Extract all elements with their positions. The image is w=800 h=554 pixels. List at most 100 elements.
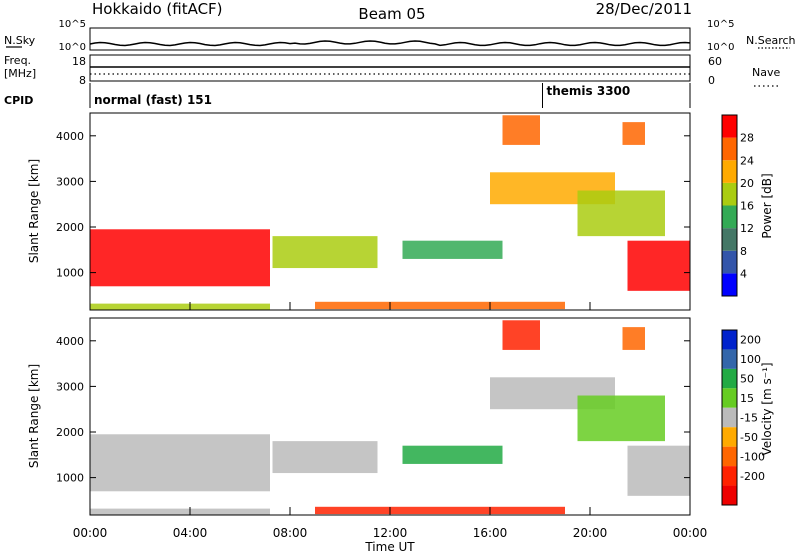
noise-right-tick-bottom: 10^0 [707, 42, 734, 53]
colorbar-swatch [722, 349, 737, 369]
range-tick-label: 4000 [56, 335, 84, 348]
power-yaxis: 1000 2000 3000 4000 [56, 130, 690, 280]
velocity-yaxis: 1000 2000 3000 4000 [56, 335, 690, 485]
noise-right-label: N.Search [746, 34, 796, 47]
time-tick-label: 20:00 [573, 526, 608, 540]
colorbar-swatch [722, 368, 737, 389]
velocity-echo-region [502, 320, 540, 350]
noise-right-tick-top: 10^5 [707, 19, 734, 30]
colorbar-swatch [722, 182, 737, 206]
header-station: Hokkaido (fitACF) [92, 0, 223, 18]
noise-sky-line [89, 40, 691, 47]
velocity-echo-region [622, 327, 645, 350]
time-tick-label: 04:00 [173, 526, 208, 540]
power-echo-layer [90, 115, 690, 310]
colorbar-swatch [722, 273, 737, 296]
colorbar-swatch [722, 228, 737, 251]
freq-panel-frame [89, 54, 691, 82]
colorbar-swatch [722, 466, 737, 486]
power-echo-region [502, 115, 540, 145]
colorbar-swatch [722, 115, 737, 138]
power-echo-region [272, 236, 378, 269]
range-tick-label: 3000 [56, 380, 84, 393]
nave-tick-bottom: 0 [708, 74, 715, 87]
colorbar-tick-label: 50 [740, 373, 754, 386]
velocity-colorbar-label: Velocity [m s⁻¹] [760, 362, 774, 455]
velocity-echo-region [627, 445, 690, 496]
colorbar-swatch [722, 427, 737, 447]
freq-tick-bottom: 8 [79, 74, 86, 87]
velocity-echo-region [402, 445, 503, 464]
header-beam: Beam 05 [358, 5, 425, 23]
cpid-segment-1: normal (fast) 151 [94, 93, 212, 107]
time-tick-label: 00:00 [73, 526, 108, 540]
colorbar-tick-label: -50 [740, 431, 758, 444]
power-echo-region [577, 190, 665, 237]
colorbar-tick-label: 28 [740, 132, 754, 145]
noise-left-tick-top: 10^5 [59, 19, 86, 30]
range-tick-label: 3000 [56, 175, 84, 188]
power-echo-region [90, 303, 270, 310]
freq-label: Freq. [4, 54, 31, 67]
colorbar-frame [721, 329, 738, 506]
noise-left-tick-bottom: 10^0 [59, 42, 86, 53]
time-tick-label: 00:00 [673, 526, 708, 540]
velocity-echo-region [315, 506, 565, 515]
colorbar-tick-label: 100 [740, 353, 761, 366]
freq-unit: [MHz] [4, 67, 36, 80]
power-echo-region [402, 240, 503, 259]
colorbar-tick-label: 15 [740, 392, 754, 405]
velocity-ylabel: Slant Range [km] [27, 364, 41, 468]
power-colorbar: 4 8 12 16 20 24 28 [721, 114, 754, 297]
colorbar-tick-label: 8 [740, 245, 747, 258]
header-date: 28/Dec/2011 [596, 0, 692, 18]
colorbar-tick-label: -15 [740, 412, 758, 425]
power-ylabel: Slant Range [km] [27, 159, 41, 263]
colorbar-swatch [722, 205, 737, 229]
colorbar-tick-label: -100 [740, 450, 765, 463]
freq-tick-top: 18 [72, 55, 86, 68]
colorbar-tick-label: 16 [740, 200, 754, 213]
cpid-segment-2: themis 3300 [547, 84, 631, 98]
velocity-colorbar: 200 100 50 15 -15 -50 -100 -200 [721, 329, 765, 506]
range-tick-label: 2000 [56, 221, 84, 234]
range-tick-label: 1000 [56, 267, 84, 280]
colorbar-tick-label: -200 [740, 470, 765, 483]
range-tick-label: 2000 [56, 426, 84, 439]
nave-label: Nave [752, 66, 780, 79]
colorbar-tick-label: 4 [740, 267, 747, 280]
colorbar-swatch [722, 485, 737, 505]
velocity-echo-layer [90, 320, 690, 515]
noise-left-label: N.Sky [4, 34, 36, 47]
time-tick-label: 12:00 [373, 526, 408, 540]
velocity-echo-region [90, 508, 270, 515]
colorbar-tick-label: 24 [740, 154, 754, 167]
colorbar-swatch [722, 137, 737, 161]
colorbar-swatch [722, 250, 737, 274]
colorbar-swatch [722, 407, 737, 428]
power-echo-region [90, 229, 270, 287]
time-tick-label: 08:00 [273, 526, 308, 540]
velocity-echo-region [90, 434, 270, 492]
colorbar-frame [721, 114, 738, 297]
colorbar-swatch [722, 388, 737, 408]
range-tick-label: 1000 [56, 472, 84, 485]
colorbar-tick-label: 20 [740, 177, 754, 190]
power-colorbar-label: Power [dB] [760, 173, 774, 238]
cpid-label: CPID [4, 94, 33, 107]
power-echo-region [315, 301, 565, 310]
velocity-echo-region [272, 441, 378, 474]
range-tick-label: 4000 [56, 130, 84, 143]
power-echo-region [622, 122, 645, 145]
colorbar-tick-label: 200 [740, 334, 761, 347]
colorbar-swatch [722, 160, 737, 183]
velocity-echo-region [577, 395, 665, 442]
nave-tick-top: 60 [708, 55, 722, 68]
time-tick-label: 16:00 [473, 526, 508, 540]
power-echo-region [627, 240, 690, 291]
colorbar-tick-label: 12 [740, 222, 754, 235]
noise-panel-frame [89, 27, 691, 51]
time-axis-label: Time UT [364, 540, 415, 554]
colorbar-swatch [722, 330, 737, 350]
